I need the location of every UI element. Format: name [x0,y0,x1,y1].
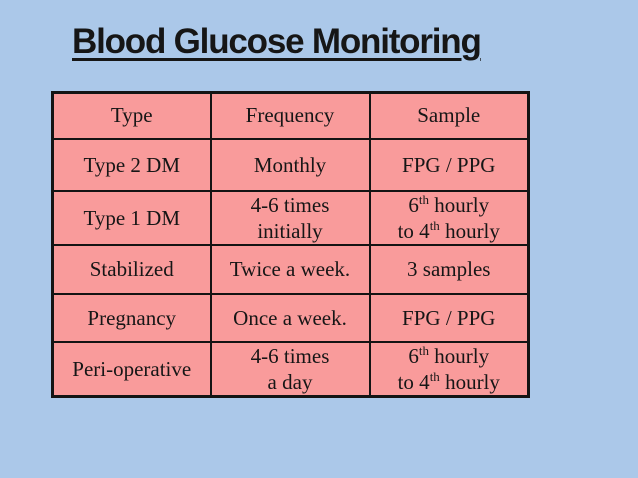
superscript-text: th [429,368,440,384]
table-row: Stabilized Twice a week. 3 samples [51,243,530,295]
column-header: Frequency [209,91,371,140]
cell-text-line: to 4th hourly [397,217,500,243]
table-cell: 6th hourly to 4th hourly [368,340,530,398]
table-cell: Once a week. [209,292,371,343]
table-cell: 3 samples [368,243,530,295]
cell-text-line: FPG / PPG [402,152,496,177]
cell-text-line: FPG / PPG [402,305,496,330]
table-cell: Type 1 DM [51,189,212,246]
table-cell: Pregnancy [51,292,212,343]
table-row: Type 2 DM Monthly FPG / PPG [51,137,530,192]
cell-text-line: Monthly [253,152,327,177]
cell-text-line: Type 1 DM [83,205,181,230]
superscript-text: th [418,342,430,358]
cell-text-line: a day [267,369,313,394]
table-cell: Monthly [209,137,371,192]
table-header-row: Type Frequency Sample [51,91,530,140]
table-cell: FPG / PPG [368,137,530,192]
cell-text-line: 4-6 times [250,343,330,368]
table-row: Pregnancy Once a week. FPG / PPG [51,292,530,343]
table-cell: FPG / PPG [368,292,530,343]
monitoring-table: Type Frequency Sample Type 2 DM Monthly FPG … [51,91,530,398]
cell-text-line: 6th hourly [408,342,490,368]
table-cell: 4-6 times initially [209,189,371,246]
column-header: Type [51,91,212,140]
table-cell: Stabilized [51,243,212,295]
table-cell: Peri-operative [51,340,212,398]
column-header: Sample [368,91,530,140]
cell-text-line: 6th hourly [408,191,490,217]
cell-text-line: Peri-operative [72,356,192,381]
cell-text-line: to 4th hourly [397,368,500,394]
cell-text-line: Type 2 DM [83,152,181,177]
cell-text-line: Once a week. [233,305,347,330]
page-title: Blood Glucose Monitoring [72,22,482,61]
table-row: Type 1 DM 4-6 times initially 6th hourly to … [51,189,530,246]
superscript-text: th [418,191,430,207]
cell-text-line: 3 samples [407,257,491,281]
table-cell: Twice a week. [209,243,371,295]
cell-text-line: 4-6 times [250,192,330,217]
table-cell: 6th hourly to 4th hourly [368,189,530,246]
table-cell: 4-6 times a day [209,340,371,398]
cell-text-line: initially [257,218,323,243]
table-cell: Type 2 DM [51,137,212,192]
cell-text-line: Pregnancy [87,305,177,330]
superscript-text: th [429,217,440,233]
cell-text-line: Stabilized [89,257,174,281]
cell-text-line: Twice a week. [229,257,351,281]
table-row: Peri-operative 4-6 times a day 6th hourly to… [51,340,530,398]
